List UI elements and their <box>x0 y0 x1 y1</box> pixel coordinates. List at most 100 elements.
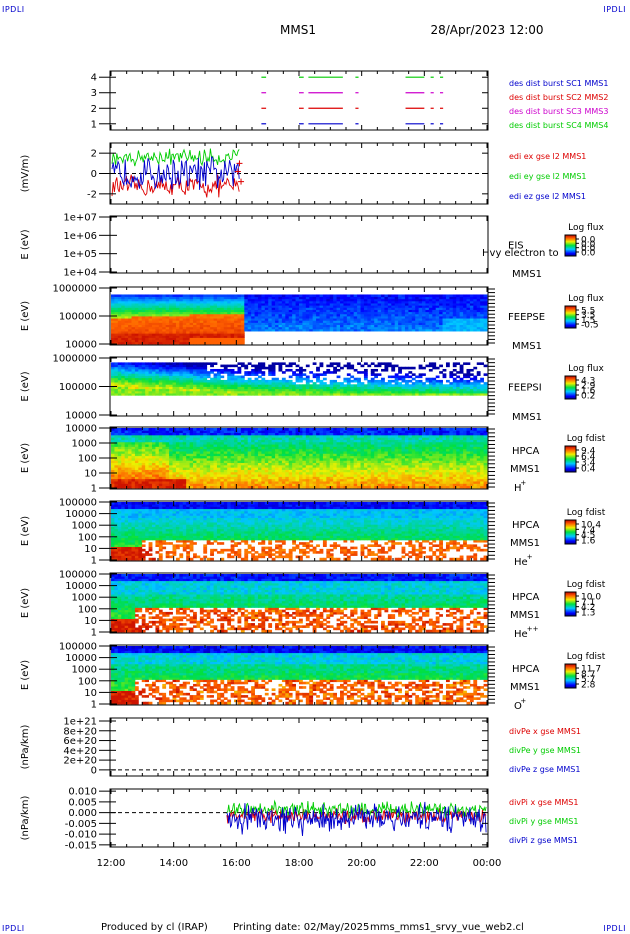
feepsi-panel-cell <box>271 379 276 383</box>
hpca-h-panel-cell <box>162 430 167 434</box>
feepse-panel-cell <box>357 326 361 330</box>
hpca-h-panel-cell <box>131 469 136 473</box>
feepsi-panel-cell <box>111 388 115 392</box>
feepse-panel-cell <box>322 322 327 326</box>
feepsi-panel-cell <box>134 382 139 385</box>
feepse-panel-cell <box>459 320 464 323</box>
feepse-panel-cell <box>114 324 119 328</box>
hpca-h-panel-cell <box>223 434 228 438</box>
feepse-panel-cell <box>251 318 255 321</box>
feepse-panel-cell <box>138 318 143 321</box>
feepsi-panel-cell <box>360 393 365 396</box>
feepse-panel-cell <box>189 320 194 323</box>
feepsi-panel-cell <box>469 393 474 396</box>
feepse-panel-cell <box>111 318 115 321</box>
feepse-panel-cell <box>206 326 211 330</box>
feepse-panel-cell <box>227 328 232 332</box>
feepse-panel-cell <box>121 303 126 306</box>
feepsi-panel-cell <box>138 382 143 385</box>
feepse-panel-cell <box>271 307 276 310</box>
feepse-panel-cell <box>223 307 228 310</box>
feepse-panel-cell <box>336 313 341 317</box>
feepse-panel-cell <box>401 322 406 326</box>
feepsi-panel-cell <box>428 379 433 383</box>
hpca-h-panel-cell <box>117 478 122 482</box>
feepsi-panel-cell <box>162 368 167 372</box>
feepsi-panel-cell <box>459 379 464 383</box>
feepsi-panel-cell <box>476 373 481 376</box>
hpca-h-panel-cell <box>206 434 211 438</box>
feepse-panel-cell <box>473 300 478 304</box>
feepse-panel-cell <box>121 294 126 298</box>
hpca-h-panel-cell <box>117 485 122 489</box>
feepsi-panel-cell <box>285 386 290 390</box>
feepse-panel-cell <box>234 316 238 319</box>
hpca-h-panel-cell <box>128 441 132 445</box>
feepse-panel-cell <box>350 294 355 298</box>
feepse-panel-cell <box>360 309 365 313</box>
hpca-h-panel-cell <box>264 434 269 438</box>
feepse-panel-cell <box>206 320 211 323</box>
feepse-panel-cell <box>425 307 430 310</box>
feepsi-panel-cell <box>292 373 296 376</box>
feepsi-panel-cell <box>247 386 252 390</box>
feepsi-panel-cell <box>216 382 221 385</box>
feepse-panel-cell <box>340 316 344 319</box>
hpca-h-panel-cell <box>206 444 211 447</box>
feepse-panel-cell <box>264 320 269 323</box>
feepsi-panel-cell <box>162 390 167 394</box>
hpca-h-panel-cell <box>230 428 235 431</box>
feepsi-panel-cell <box>476 384 481 387</box>
feepse-panel-cell <box>220 298 225 302</box>
feepse-panel-cell <box>466 313 471 317</box>
feepsi-panel-cell <box>329 379 334 383</box>
hpca-h-panel-cell <box>179 485 184 489</box>
feepse-panel-cell <box>370 300 375 304</box>
feepsi-panel-cell <box>336 362 341 365</box>
feepse-panel-cell <box>452 316 457 319</box>
feepse-panel-cell <box>275 294 279 298</box>
feepsi-panel-cell <box>134 364 139 368</box>
feepse-panel-cell <box>422 316 426 319</box>
feepsi-panel-cell <box>367 364 372 368</box>
hpca-h-panel-cell <box>203 483 208 487</box>
feepsi-panel-cell <box>138 393 143 396</box>
feepse-panel-cell <box>285 303 290 306</box>
feepse-panel-cell <box>172 309 177 313</box>
hpca-h-panel-cell <box>134 441 139 445</box>
feepsi-panel-cell <box>172 364 177 368</box>
hpca-h-panel-cell <box>175 448 180 452</box>
feepse-panel-cell <box>442 322 447 326</box>
feepse-panel-cell <box>155 307 160 310</box>
feepsi-panel-cell <box>435 388 440 392</box>
feepsi-panel-cell <box>367 388 372 392</box>
feepse-panel-cell <box>230 311 235 315</box>
hpca-h-panel-cell <box>196 474 201 477</box>
feepse-panel-cell <box>292 313 296 317</box>
feepsi-panel-cell <box>152 390 156 394</box>
feepse-panel-cell <box>257 322 262 326</box>
feepsi-panel-cell <box>411 382 416 385</box>
feepse-panel-cell <box>384 303 389 306</box>
hpca-h-panel-cell <box>169 444 173 447</box>
feepse-panel-cell <box>162 300 167 304</box>
feepse-panel-cell <box>213 322 218 326</box>
feepse-panel-cell <box>254 316 259 319</box>
feepse-panel-cell <box>230 320 235 323</box>
feepse-panel-cell <box>377 303 382 306</box>
feepsi-panel-cell <box>114 388 119 392</box>
feepse-panel-cell <box>469 316 474 319</box>
feepse-panel-cell <box>398 298 402 302</box>
hpca-h-panel-cell <box>158 485 163 489</box>
feepse-panel-cell <box>138 326 143 330</box>
hpca-h-panel-cell <box>175 460 180 464</box>
hpca-h-panel-cell <box>196 476 201 480</box>
hpca-h-panel-cell <box>114 462 119 466</box>
hpca-h-panel-cell <box>152 441 156 445</box>
feepsi-panel-cell <box>124 386 129 390</box>
feepsi-panel-cell <box>316 379 320 383</box>
feepse-panel-cell <box>350 307 355 310</box>
feepsi-panel-cell <box>312 384 317 387</box>
hpca-h-panel-cell <box>199 478 204 482</box>
feepsi-panel-cell <box>141 368 146 372</box>
